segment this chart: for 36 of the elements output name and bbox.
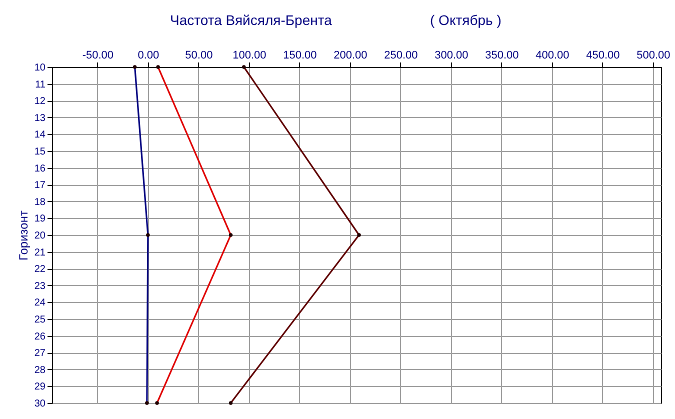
x-tick-label: 400.00 [536, 50, 570, 62]
y-tick-label: 28 [34, 364, 46, 376]
y-axis-title: Горизонт [16, 210, 30, 260]
y-tick-label: 23 [34, 280, 46, 292]
y-tick-label: 19 [34, 214, 46, 225]
y-tick-label: 13 [34, 112, 46, 124]
x-tick-label: 150.00 [283, 50, 317, 62]
y-tick-label: 24 [34, 298, 46, 309]
x-tick-label: 450.00 [586, 50, 620, 62]
y-tick-label: 20 [34, 230, 46, 242]
y-tick-label: 14 [34, 130, 46, 141]
y-tick-label: 25 [34, 314, 46, 326]
x-tick-label: 200.00 [334, 50, 368, 62]
x-tick-label: 500.00 [636, 50, 670, 62]
x-tick-label: 50.00 [185, 50, 213, 62]
chart-subtitle: ( Октябрь ) [430, 12, 502, 28]
y-tick-label: 21 [34, 247, 46, 258]
y-tick-label: 30 [34, 398, 46, 410]
y-tick-label: 26 [34, 331, 46, 342]
x-tick-label: 0.00 [138, 50, 160, 62]
y-tick-label: 22 [34, 264, 46, 276]
x-tick-label: 300.00 [434, 50, 468, 62]
chart-title: Частота Вяйсяля-Брента [170, 12, 332, 28]
y-tick-label: 29 [34, 382, 46, 393]
x-tick-label: -50.00 [82, 50, 114, 62]
y-tick-label: 11 [35, 79, 46, 90]
y-tick-label: 18 [34, 196, 46, 208]
x-tick-label: 100.00 [232, 50, 266, 62]
y-tick-label: 16 [34, 163, 46, 174]
y-tick-label: 12 [34, 96, 46, 108]
x-tick-label: 350.00 [485, 50, 519, 62]
y-tick-label: 10 [34, 62, 46, 74]
y-tick-label: 17 [34, 180, 46, 192]
y-tick-label: 15 [34, 146, 46, 158]
y-tick-label: 27 [34, 348, 46, 360]
x-tick-label: 250.00 [384, 50, 418, 62]
